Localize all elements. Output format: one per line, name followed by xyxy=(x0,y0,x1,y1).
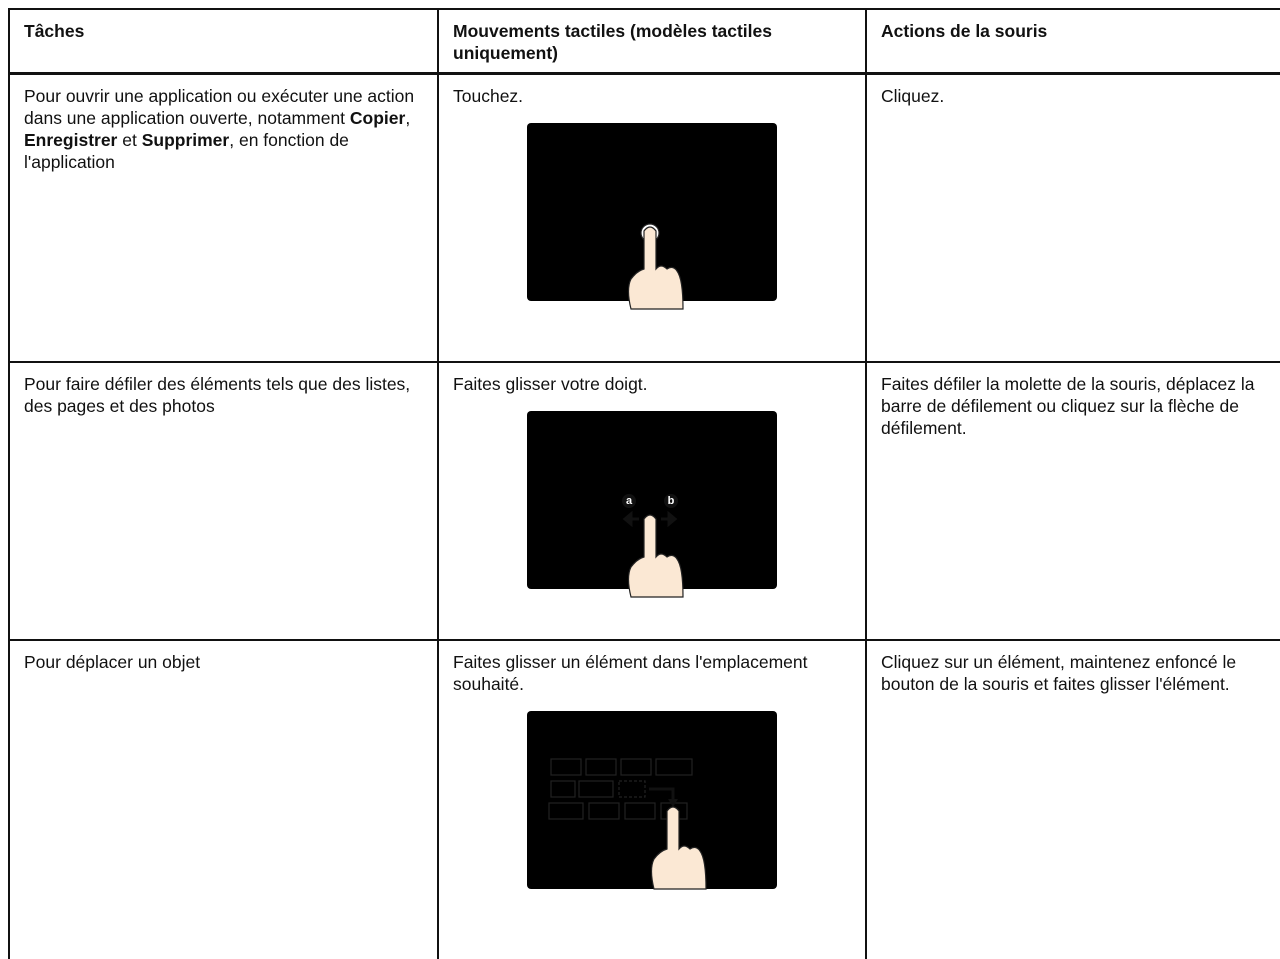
tap-illustration xyxy=(524,123,777,310)
bold-text: Enregistrer xyxy=(24,130,118,150)
swipe-illustration: a b xyxy=(524,411,777,598)
text: Touchez. xyxy=(453,86,524,106)
text: Faites glisser un élément dans l'emplace… xyxy=(453,652,808,694)
text: , xyxy=(405,108,411,128)
cell: Pour déplacer un objet xyxy=(8,639,439,959)
bold-text: Supprimer xyxy=(141,130,230,150)
cell: Faites glisser un élément dans l'emplace… xyxy=(437,639,867,959)
text: , en fonction de l'application xyxy=(24,130,349,172)
row: Pour faire défiler des éléments tels que… xyxy=(8,361,1280,641)
label-b: b xyxy=(668,495,675,507)
page: Tâches Mouvements tactiles (modèles tact… xyxy=(8,8,1280,959)
cell: Touchez. xyxy=(437,72,867,363)
cell: Faites défiler la molette de la souris, … xyxy=(865,361,1280,641)
row: Pour ouvrir une application ou exécuter … xyxy=(8,72,1280,363)
bold-text: Copier xyxy=(349,108,406,128)
header-cell: Mouvements tactiles (modèles tactiles un… xyxy=(437,8,867,75)
row: Pour déplacer un objet Faites glisser un… xyxy=(8,639,1280,959)
header-row: Tâches Mouvements tactiles (modèles tact… xyxy=(8,8,1280,75)
cell: Cliquez. xyxy=(865,72,1280,363)
label-a: a xyxy=(626,495,633,507)
header-cell: Actions de la souris xyxy=(865,8,1280,75)
drag-illustration xyxy=(524,711,777,890)
cell: Pour faire défiler des éléments tels que… xyxy=(8,361,439,641)
cell: Cliquez sur un élément, maintenez enfonc… xyxy=(865,639,1280,959)
cell: Pour ouvrir une application ou exécuter … xyxy=(8,72,439,363)
text: Faites glisser votre doigt. xyxy=(453,374,648,394)
gesture-table: Tâches Mouvements tactiles (modèles tact… xyxy=(8,8,1280,959)
header-cell: Tâches xyxy=(8,8,439,75)
cell: Faites glisser votre doigt. a b xyxy=(437,361,867,641)
text: Pour ouvrir une application ou exécuter … xyxy=(24,86,415,128)
text: et xyxy=(117,130,142,150)
